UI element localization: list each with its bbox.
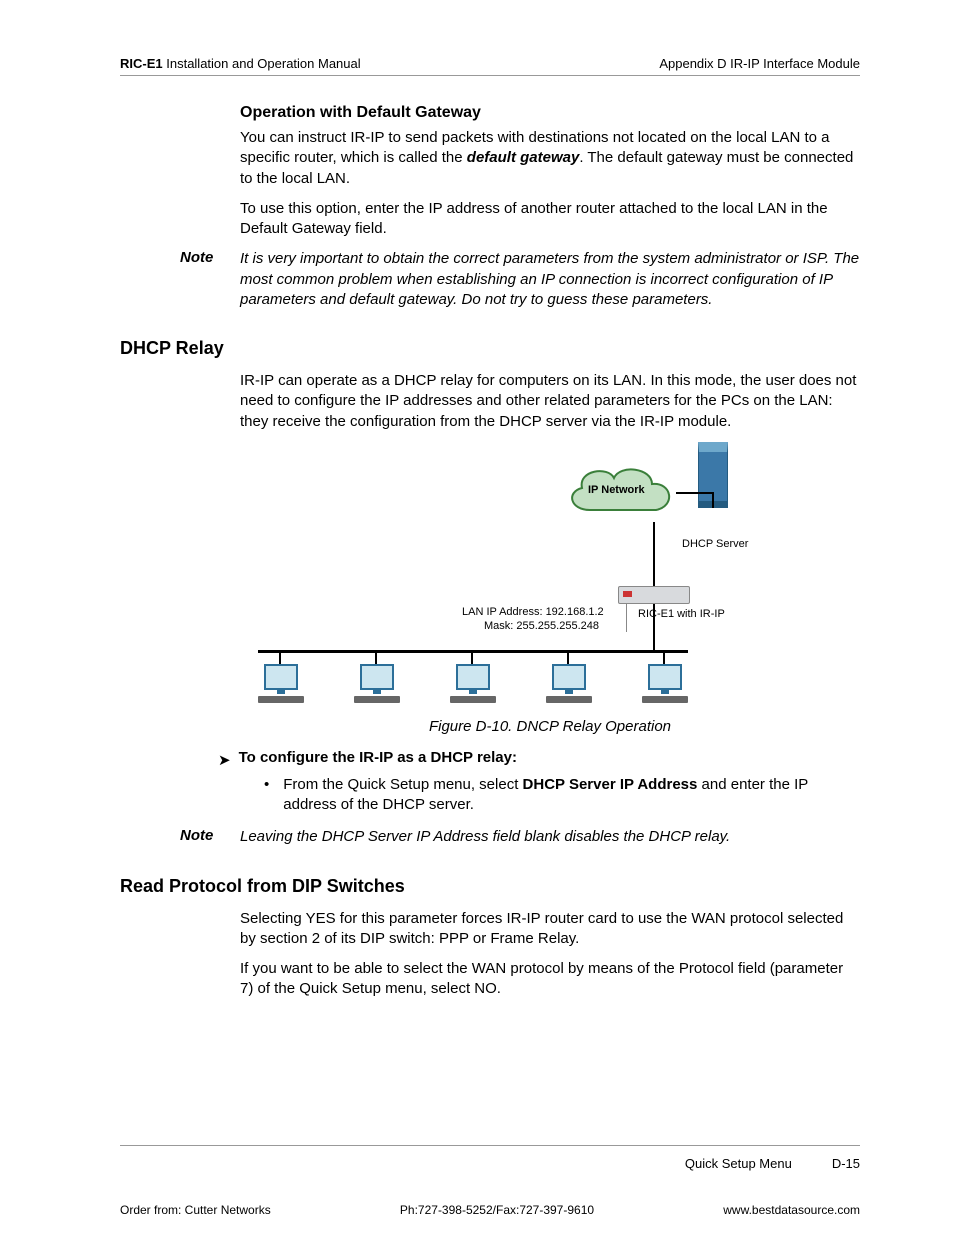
paragraph: To use this option, enter the IP address…: [240, 199, 860, 240]
link-cloud-router: [653, 522, 655, 586]
footer-section: Quick Setup Menu D-15: [120, 1145, 860, 1171]
router-label: RIC-E1 with IR-IP: [638, 608, 725, 620]
lan-drop: [471, 650, 473, 664]
diagram-dhcp-relay: IP Network DHCP Server RIC-E1 with IR-IP…: [248, 442, 748, 712]
router-icon: [618, 586, 690, 604]
lan-drop: [663, 650, 665, 664]
paragraph: IR-IP can operate as a DHCP relay for co…: [240, 371, 860, 432]
note-text: It is very important to obtain the corre…: [240, 249, 860, 310]
heading-dip-switches: Read Protocol from DIP Switches: [120, 876, 860, 897]
lan-drop: [375, 650, 377, 664]
cloud-label: IP Network: [588, 484, 645, 496]
link-server-drop: [712, 492, 714, 508]
paragraph: Selecting YES for this parameter forces …: [240, 909, 860, 950]
footer-url: www.bestdatasource.com: [723, 1203, 860, 1217]
note-label: Note: [180, 827, 213, 844]
footer-phone: Ph:727-398-5252/Fax:727-397-9610: [400, 1203, 594, 1217]
footer-section-name: Quick Setup Menu: [685, 1156, 792, 1171]
pc-icon: [642, 664, 688, 706]
pc-icon: [354, 664, 400, 706]
list-item: • From the Quick Setup menu, select DHCP…: [264, 775, 860, 816]
note-text: Leaving the DHCP Server IP Address field…: [240, 827, 860, 847]
heading-dhcp-relay: DHCP Relay: [120, 338, 860, 359]
pc-icon: [258, 664, 304, 706]
pc-icon: [546, 664, 592, 706]
server-label: DHCP Server: [682, 538, 748, 550]
lan-drop: [567, 650, 569, 664]
note-label: Note: [180, 249, 213, 266]
lan-mask-label: Mask: 255.255.255.248: [484, 620, 599, 632]
lan-ip-label: LAN IP Address: 192.168.1.2: [462, 606, 604, 618]
link-router-bus: [653, 604, 655, 650]
paragraph: You can instruct IR-IP to send packets w…: [240, 128, 860, 189]
figure-caption: Figure D-10. DNCP Relay Operation: [240, 718, 860, 735]
header-left: RIC-E1 Installation and Operation Manual: [120, 56, 361, 71]
lan-text-divider: [626, 604, 627, 632]
paragraph: If you want to be able to select the WAN…: [240, 959, 860, 1000]
lan-drop: [279, 650, 281, 664]
footer-page-number: D-15: [832, 1156, 860, 1171]
footer-vendor: Order from: Cutter Networks Ph:727-398-5…: [120, 1203, 860, 1217]
heading-default-gateway: Operation with Default Gateway: [240, 104, 860, 122]
lan-bus: [258, 650, 688, 653]
footer-order: Order from: Cutter Networks: [120, 1203, 271, 1217]
step-title: To configure the IR-IP as a DHCP relay:: [239, 749, 517, 766]
header-right: Appendix D IR-IP Interface Module: [659, 56, 860, 71]
page-header: RIC-E1 Installation and Operation Manual…: [120, 56, 860, 76]
step-arrow-icon: ➤: [218, 751, 231, 769]
pc-icon: [450, 664, 496, 706]
link-cloud-server: [676, 492, 712, 494]
